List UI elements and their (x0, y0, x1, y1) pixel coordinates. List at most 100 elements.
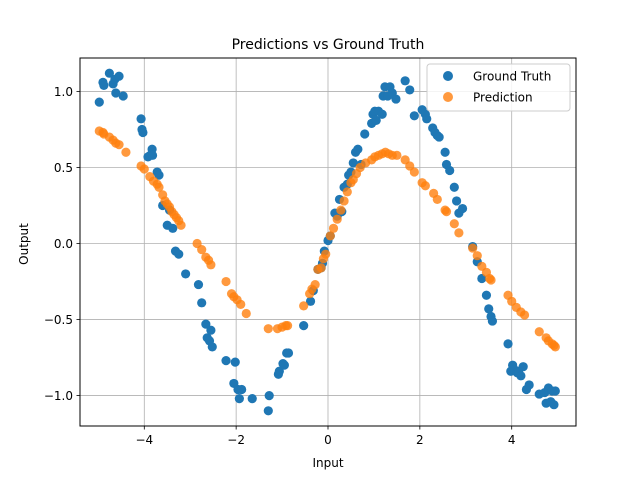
prediction-point (339, 196, 349, 206)
prediction-point (176, 220, 186, 230)
legend: Ground Truth Prediction (426, 63, 571, 112)
prediction-point (486, 275, 496, 285)
prediction-point (420, 181, 430, 191)
ground-truth-point (434, 132, 444, 142)
prediction-point (336, 205, 346, 215)
ground-truth-point (516, 371, 526, 381)
ground-truth-point (147, 150, 158, 160)
ground-truth-point (305, 296, 316, 306)
prediction-point (321, 249, 331, 259)
ground-truth-point (405, 85, 415, 95)
legend-marker-ground-truth (443, 71, 453, 81)
prediction-point (206, 260, 216, 270)
x-tick-label: −2 (227, 433, 245, 447)
x-tick-label: 4 (508, 433, 516, 447)
series-prediction (94, 126, 560, 352)
ground-truth-point (104, 68, 114, 78)
ground-truth-point (457, 203, 468, 214)
ground-truth-point (283, 348, 294, 358)
ground-truth-point (264, 390, 274, 401)
prediction-point (550, 342, 560, 352)
ground-truth-point (391, 94, 401, 104)
ground-truth-point (299, 321, 309, 331)
prediction-point (392, 150, 402, 160)
chart-title: Predictions vs Ground Truth (232, 37, 425, 53)
y-tick-label: 1.0 (54, 85, 73, 99)
prediction-point (310, 279, 320, 290)
prediction-point (316, 263, 326, 273)
ground-truth-point (201, 319, 211, 329)
legend-label-prediction: Prediction (473, 91, 533, 105)
prediction-point (154, 182, 164, 192)
ground-truth-point (348, 158, 358, 168)
prediction-point (534, 327, 544, 337)
ground-truth-point (234, 394, 244, 404)
ground-truth-point (197, 298, 207, 308)
ground-truth-point (487, 316, 498, 326)
y-tick-label: −1.0 (44, 389, 73, 403)
ground-truth-point (230, 357, 240, 367)
ground-truth-point (118, 91, 128, 101)
ground-truth-point (237, 384, 247, 395)
x-axis-label: Input (312, 456, 343, 470)
x-tick-label: −4 (135, 433, 153, 447)
ground-truth-point (263, 406, 273, 416)
prediction-point (121, 147, 131, 157)
ground-truth-point (422, 114, 432, 124)
ground-truth-point (550, 386, 560, 396)
ground-truth-point (138, 127, 148, 138)
ground-truth-point (484, 304, 494, 314)
y-tick-label: 0.5 (54, 161, 73, 175)
ground-truth-point (247, 394, 257, 404)
y-axis-label: Output (17, 223, 31, 265)
ground-truth-point (207, 342, 217, 352)
ground-truth-point (524, 380, 534, 390)
prediction-point (409, 167, 419, 177)
ground-truth-point (481, 290, 492, 300)
data-points (94, 68, 560, 416)
ground-truth-point (353, 144, 363, 154)
x-tick-label: 0 (324, 433, 332, 447)
prediction-point (325, 231, 335, 241)
y-tick-label: −0.5 (44, 313, 73, 327)
prediction-point (114, 140, 124, 150)
prediction-point (328, 223, 339, 233)
ground-truth-point (94, 97, 104, 107)
ground-truth-point (377, 109, 387, 119)
ground-truth-point (111, 88, 121, 98)
ground-truth-point (136, 114, 146, 124)
ground-truth-point (451, 196, 462, 206)
prediction-point (441, 206, 452, 217)
legend-box (426, 63, 571, 112)
y-tick-label: 0.0 (54, 237, 73, 251)
prediction-point (139, 164, 149, 174)
prediction-point (454, 228, 464, 238)
ground-truth-point (409, 111, 419, 121)
ground-truth-point (503, 339, 513, 349)
prediction-point (263, 324, 273, 334)
ground-truth-point (274, 366, 284, 376)
ground-truth-point (549, 400, 559, 410)
prediction-point (332, 214, 342, 224)
x-tick-label: 2 (416, 433, 424, 447)
ground-truth-point (206, 325, 216, 335)
prediction-point (221, 276, 231, 287)
ground-truth-point (193, 279, 204, 290)
prediction-point (519, 310, 530, 320)
legend-marker-prediction (443, 92, 453, 102)
ground-truth-point (400, 76, 410, 86)
prediction-point (432, 194, 442, 205)
ground-truth-point (168, 223, 178, 233)
ground-truth-point (99, 80, 109, 90)
prediction-point (449, 219, 459, 229)
ground-truth-point (360, 129, 370, 139)
ground-truth-point (445, 165, 455, 176)
ground-truth-point (174, 249, 184, 259)
ground-truth-point (279, 360, 289, 370)
prediction-point (342, 187, 352, 197)
ground-truth-point (154, 170, 164, 180)
ground-truth-point (440, 147, 450, 157)
ground-truth-point (371, 115, 381, 125)
prediction-point (472, 251, 482, 261)
